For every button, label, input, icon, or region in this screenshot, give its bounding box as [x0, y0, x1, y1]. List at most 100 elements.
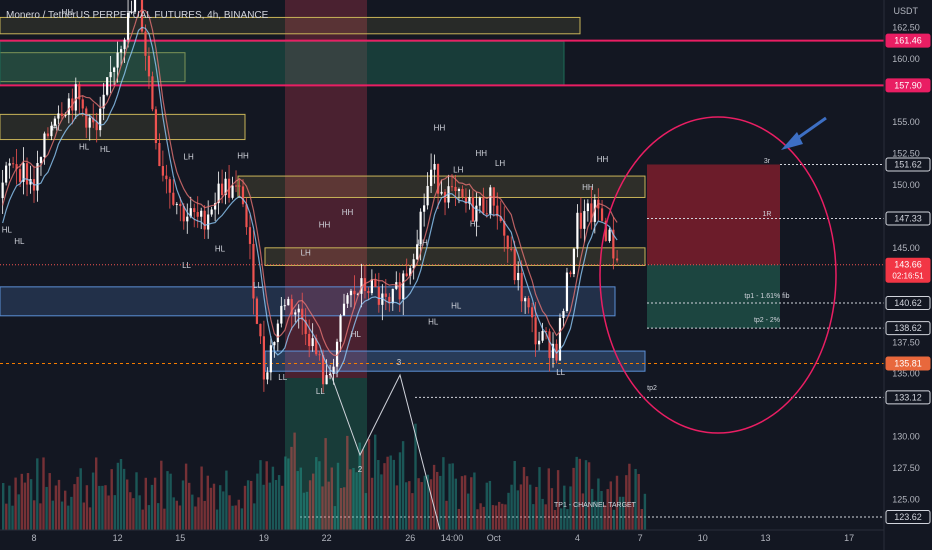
swing-label: LL — [278, 373, 287, 382]
candle-body — [60, 113, 63, 117]
volume-bar — [522, 467, 526, 530]
candle-body — [419, 211, 422, 245]
volume-bar — [141, 509, 144, 530]
volume-bar — [166, 471, 169, 530]
y-tick-label: 155.00 — [892, 117, 920, 127]
volume-bar — [330, 467, 333, 530]
candle-body — [492, 187, 495, 206]
volume-bar — [460, 476, 464, 530]
swing-label: HH — [62, 8, 74, 17]
volume-bar — [277, 475, 281, 530]
volume-bar — [377, 460, 380, 530]
volume-bar — [219, 485, 222, 530]
volume-bar — [197, 497, 200, 530]
volume-bar — [79, 468, 82, 530]
candle-body — [616, 258, 619, 261]
x-tick-label: 13 — [760, 533, 770, 543]
candle-body — [524, 298, 527, 302]
volume-bar — [541, 498, 544, 530]
candle-body — [604, 220, 607, 242]
volume-bar — [457, 508, 461, 530]
x-tick-label: 15 — [175, 533, 185, 543]
swing-label: HH — [582, 183, 594, 192]
x-tick-label: 26 — [405, 533, 415, 543]
swing-label: HL — [428, 318, 439, 327]
price-label-text: 143.66 — [894, 260, 922, 270]
candle-body — [255, 298, 259, 324]
candle-body — [457, 188, 461, 192]
volume-bar — [343, 487, 346, 530]
volume-bar — [625, 475, 628, 530]
y-tick-label: 125.00 — [892, 495, 920, 505]
candle-body — [297, 308, 300, 313]
candle-body — [440, 191, 443, 194]
volume-bar — [355, 472, 358, 530]
volume-bar — [420, 482, 423, 530]
candle-body — [53, 118, 56, 126]
volume-bar — [23, 482, 27, 530]
volume-bar — [383, 463, 386, 530]
volume-bar — [169, 473, 172, 530]
candle-body — [130, 11, 133, 13]
candle-body — [175, 203, 178, 205]
swing-label: LH — [453, 165, 463, 174]
candle-body — [513, 249, 516, 281]
candle-body — [133, 0, 137, 12]
volume-bar — [33, 500, 36, 530]
candle-body — [402, 273, 405, 300]
volume-bar — [572, 467, 575, 530]
volume-bar — [305, 491, 309, 530]
candle-body — [116, 52, 119, 68]
volume-bar — [473, 472, 476, 530]
candle-body — [67, 98, 70, 115]
volume-bar — [206, 475, 209, 530]
annotation-channel-target: TP1 - CHANNEL TARGET — [554, 502, 637, 509]
volume-bar — [563, 485, 566, 530]
volume-bar — [504, 504, 507, 530]
volume-bar — [575, 456, 578, 530]
volume-bar — [333, 506, 337, 530]
price-label-box — [885, 356, 931, 371]
candle-body — [360, 278, 363, 294]
y-tick-label: 127.50 — [892, 463, 920, 473]
price-label-countdown: 02:16:51 — [892, 272, 924, 281]
candle-body — [315, 338, 318, 355]
candle-body — [332, 366, 335, 374]
volume-bar — [405, 482, 408, 530]
candle-body — [276, 323, 279, 343]
volume-bar — [20, 473, 23, 530]
candle-body — [381, 293, 384, 305]
candle-body — [426, 185, 429, 206]
volume-bar — [181, 480, 185, 530]
volume-bar — [603, 504, 606, 530]
candle-body — [248, 227, 252, 244]
candle-body — [353, 290, 356, 295]
candle-body — [119, 49, 123, 53]
candle-body — [140, 0, 144, 32]
volume-bar — [482, 506, 485, 530]
candle-body — [430, 169, 433, 186]
volume-bar — [519, 484, 523, 530]
candle-body — [46, 133, 50, 137]
candle-body — [565, 272, 569, 312]
candle-body — [85, 108, 88, 128]
price-label-box — [885, 321, 931, 336]
volume-bar — [153, 477, 157, 530]
volume-bar — [600, 491, 603, 530]
volume-bar — [2, 483, 5, 530]
candle-body — [273, 342, 276, 346]
volume-bar — [215, 509, 219, 530]
candle-body — [548, 331, 551, 358]
volume-bar — [188, 482, 191, 530]
volume-bar — [129, 492, 132, 530]
candle-body — [583, 211, 586, 229]
candle-body — [569, 272, 572, 275]
candle-body — [590, 203, 593, 222]
volume-bar — [157, 503, 160, 530]
candle-body — [102, 94, 105, 109]
candle-body — [280, 305, 283, 324]
swing-label: HH — [597, 155, 609, 164]
candle-body — [339, 315, 342, 342]
volume-bar — [14, 477, 17, 530]
